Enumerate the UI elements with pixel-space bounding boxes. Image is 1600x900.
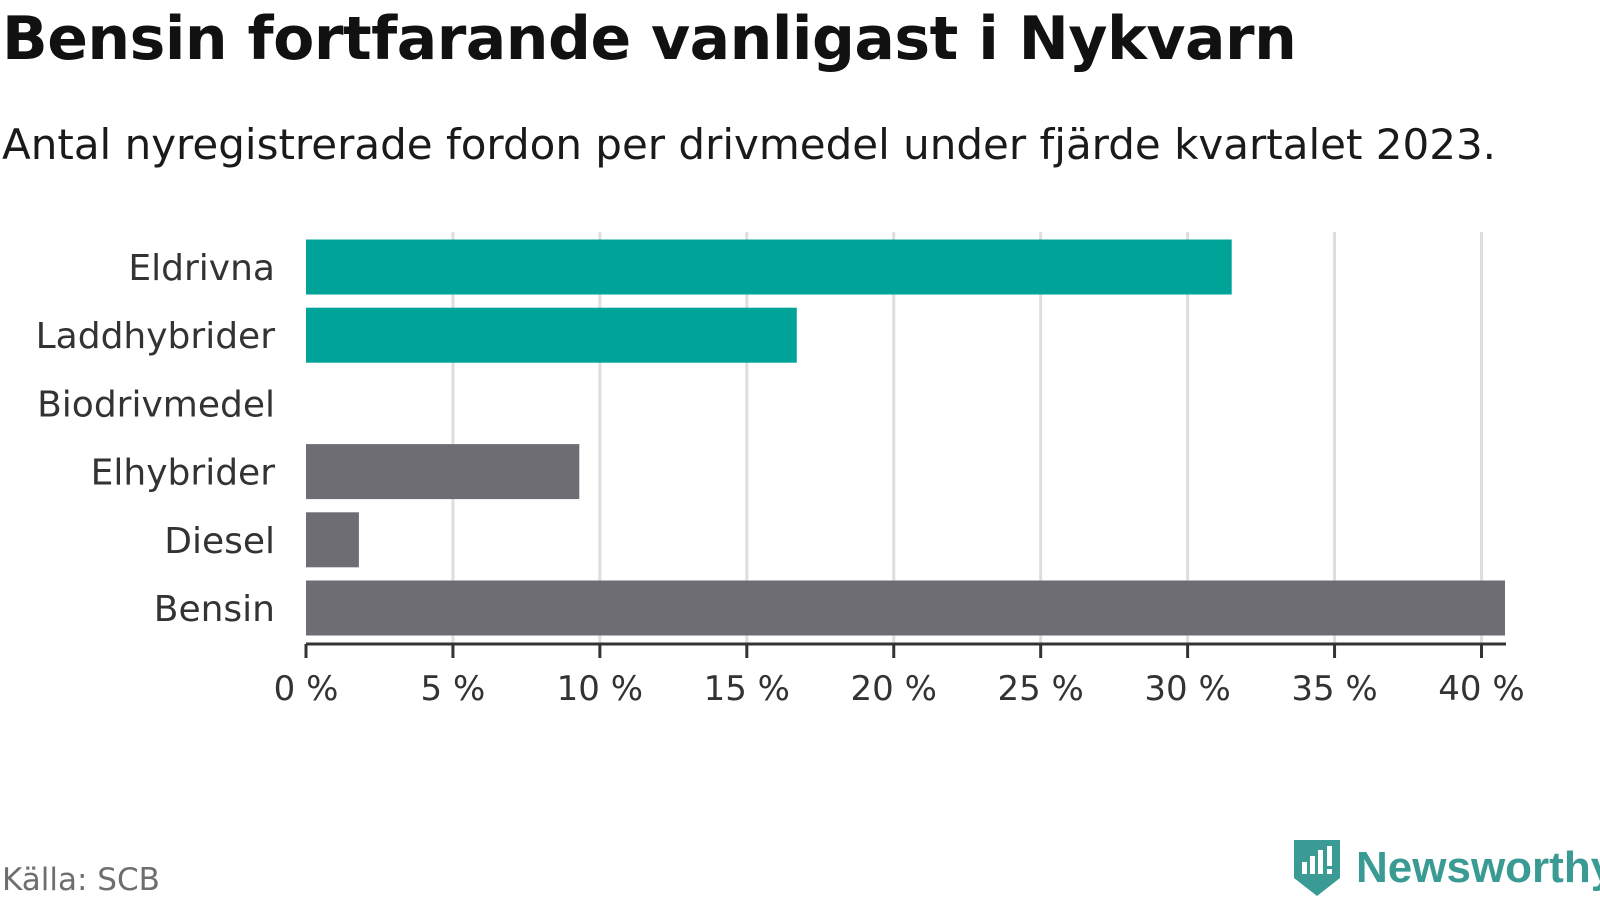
x-tick-label: 35 % — [1291, 669, 1377, 709]
x-tick-label: 10 % — [557, 669, 643, 709]
x-tick-label: 20 % — [851, 669, 937, 709]
bar-elhybrider — [306, 444, 580, 500]
bar-diesel — [306, 512, 359, 568]
category-label: Bensin — [154, 589, 275, 630]
x-tick-label: 15 % — [704, 669, 790, 709]
chart-title: Bensin fortfarande vanligast i Nykvarn — [2, 4, 1297, 74]
gridlines — [451, 232, 1483, 644]
newsworthy-logo-icon — [1294, 840, 1340, 896]
x-axis: 0 % 5 % 10 % 15 % 20 % 25 % 30 % 35 % 40 % — [274, 642, 1525, 709]
x-tick-label: 0 % — [274, 669, 339, 709]
category-label: Eldrivna — [128, 248, 275, 289]
category-labels: Eldrivna Laddhybrider Biodrivmedel Elhybrid… — [36, 248, 276, 630]
category-label: Elhybrider — [91, 453, 276, 494]
x-tick-label: 5 % — [421, 669, 486, 709]
x-tick-label: 30 % — [1144, 669, 1230, 709]
brand-logo: Newsworthy — [1292, 838, 1600, 898]
bar-bensin — [306, 580, 1505, 636]
category-label: Diesel — [164, 521, 275, 562]
x-tick-label: 25 % — [997, 669, 1083, 709]
category-label: Biodrivmedel — [37, 384, 275, 425]
chart-subtitle: Antal nyregistrerade fordon per drivmede… — [2, 120, 1497, 169]
category-label: Laddhybrider — [36, 316, 276, 357]
brand-name: Newsworthy — [1356, 843, 1600, 892]
x-tick-label: 40 % — [1438, 669, 1524, 709]
bar-laddhybrider — [306, 307, 797, 363]
bar-eldrivna — [306, 239, 1232, 295]
bars — [306, 239, 1505, 636]
bar-chart: Eldrivna Laddhybrider Biodrivmedel Elhybrid… — [36, 232, 1525, 709]
source-note: Källa: SCB — [2, 862, 160, 898]
